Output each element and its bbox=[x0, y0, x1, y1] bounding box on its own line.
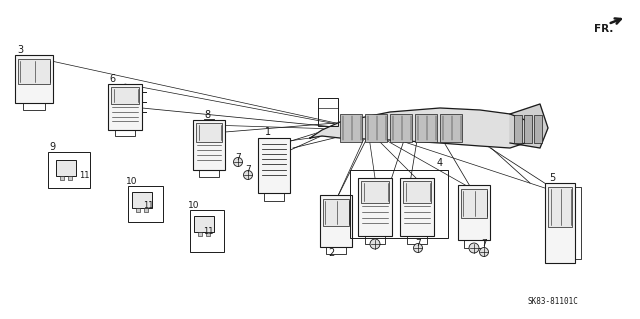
Circle shape bbox=[479, 248, 488, 256]
Text: 6: 6 bbox=[109, 74, 115, 84]
Bar bbox=[258, 138, 290, 193]
Bar bbox=[534, 115, 542, 143]
Bar bbox=[323, 199, 349, 226]
Bar bbox=[15, 55, 53, 103]
Bar bbox=[407, 236, 428, 244]
Bar bbox=[365, 114, 387, 142]
Bar bbox=[361, 181, 389, 203]
Bar bbox=[400, 178, 434, 236]
Bar bbox=[415, 114, 437, 142]
Bar bbox=[548, 187, 572, 227]
Bar bbox=[350, 170, 448, 238]
Bar bbox=[340, 114, 362, 142]
Bar bbox=[196, 123, 222, 142]
Bar bbox=[320, 195, 352, 247]
Text: 11: 11 bbox=[79, 172, 89, 181]
Bar bbox=[111, 87, 139, 105]
Bar bbox=[200, 170, 219, 177]
Text: 7: 7 bbox=[415, 240, 421, 249]
Bar bbox=[524, 115, 532, 143]
Text: 11: 11 bbox=[203, 227, 213, 236]
Text: 7: 7 bbox=[481, 240, 487, 249]
Bar bbox=[194, 216, 214, 232]
Text: 3: 3 bbox=[17, 45, 23, 55]
Bar bbox=[136, 208, 140, 211]
Bar bbox=[115, 130, 135, 137]
Text: 5: 5 bbox=[549, 173, 555, 183]
Text: 7: 7 bbox=[245, 166, 251, 174]
Circle shape bbox=[413, 243, 422, 253]
Text: 9: 9 bbox=[49, 142, 55, 152]
Bar bbox=[461, 189, 487, 218]
Bar bbox=[48, 152, 90, 188]
Bar bbox=[60, 176, 64, 180]
Bar bbox=[390, 114, 412, 142]
Bar bbox=[198, 232, 202, 235]
Bar bbox=[440, 114, 462, 142]
Polygon shape bbox=[510, 104, 548, 148]
Bar bbox=[575, 187, 581, 259]
Bar bbox=[326, 247, 346, 254]
Bar bbox=[68, 176, 72, 180]
Text: 1: 1 bbox=[265, 127, 271, 137]
Bar bbox=[190, 210, 224, 252]
Text: 4: 4 bbox=[437, 158, 443, 168]
Text: 11: 11 bbox=[143, 202, 153, 211]
Bar bbox=[193, 120, 225, 170]
Bar bbox=[465, 240, 484, 248]
Bar bbox=[264, 193, 284, 201]
Bar bbox=[545, 183, 575, 263]
Bar bbox=[365, 236, 385, 244]
Bar bbox=[358, 178, 392, 236]
Bar bbox=[144, 208, 148, 211]
Bar bbox=[458, 185, 490, 240]
Polygon shape bbox=[310, 108, 530, 148]
Bar bbox=[206, 232, 210, 235]
Circle shape bbox=[469, 243, 479, 253]
Circle shape bbox=[370, 239, 380, 249]
Bar bbox=[318, 98, 338, 126]
Text: 8: 8 bbox=[204, 110, 210, 120]
Bar bbox=[18, 59, 50, 84]
Bar bbox=[132, 192, 152, 208]
Circle shape bbox=[243, 170, 253, 180]
Bar bbox=[56, 160, 76, 176]
Text: FR.: FR. bbox=[594, 24, 613, 34]
Bar bbox=[403, 181, 431, 203]
Bar bbox=[108, 84, 142, 130]
Text: SK83-81101C: SK83-81101C bbox=[527, 298, 578, 307]
Circle shape bbox=[234, 158, 243, 167]
Bar bbox=[514, 115, 522, 143]
Text: 7: 7 bbox=[235, 152, 241, 161]
Text: 2: 2 bbox=[328, 248, 334, 258]
Text: 10: 10 bbox=[126, 176, 138, 186]
Bar bbox=[22, 103, 45, 110]
Bar bbox=[128, 186, 163, 222]
Text: 10: 10 bbox=[188, 201, 200, 210]
